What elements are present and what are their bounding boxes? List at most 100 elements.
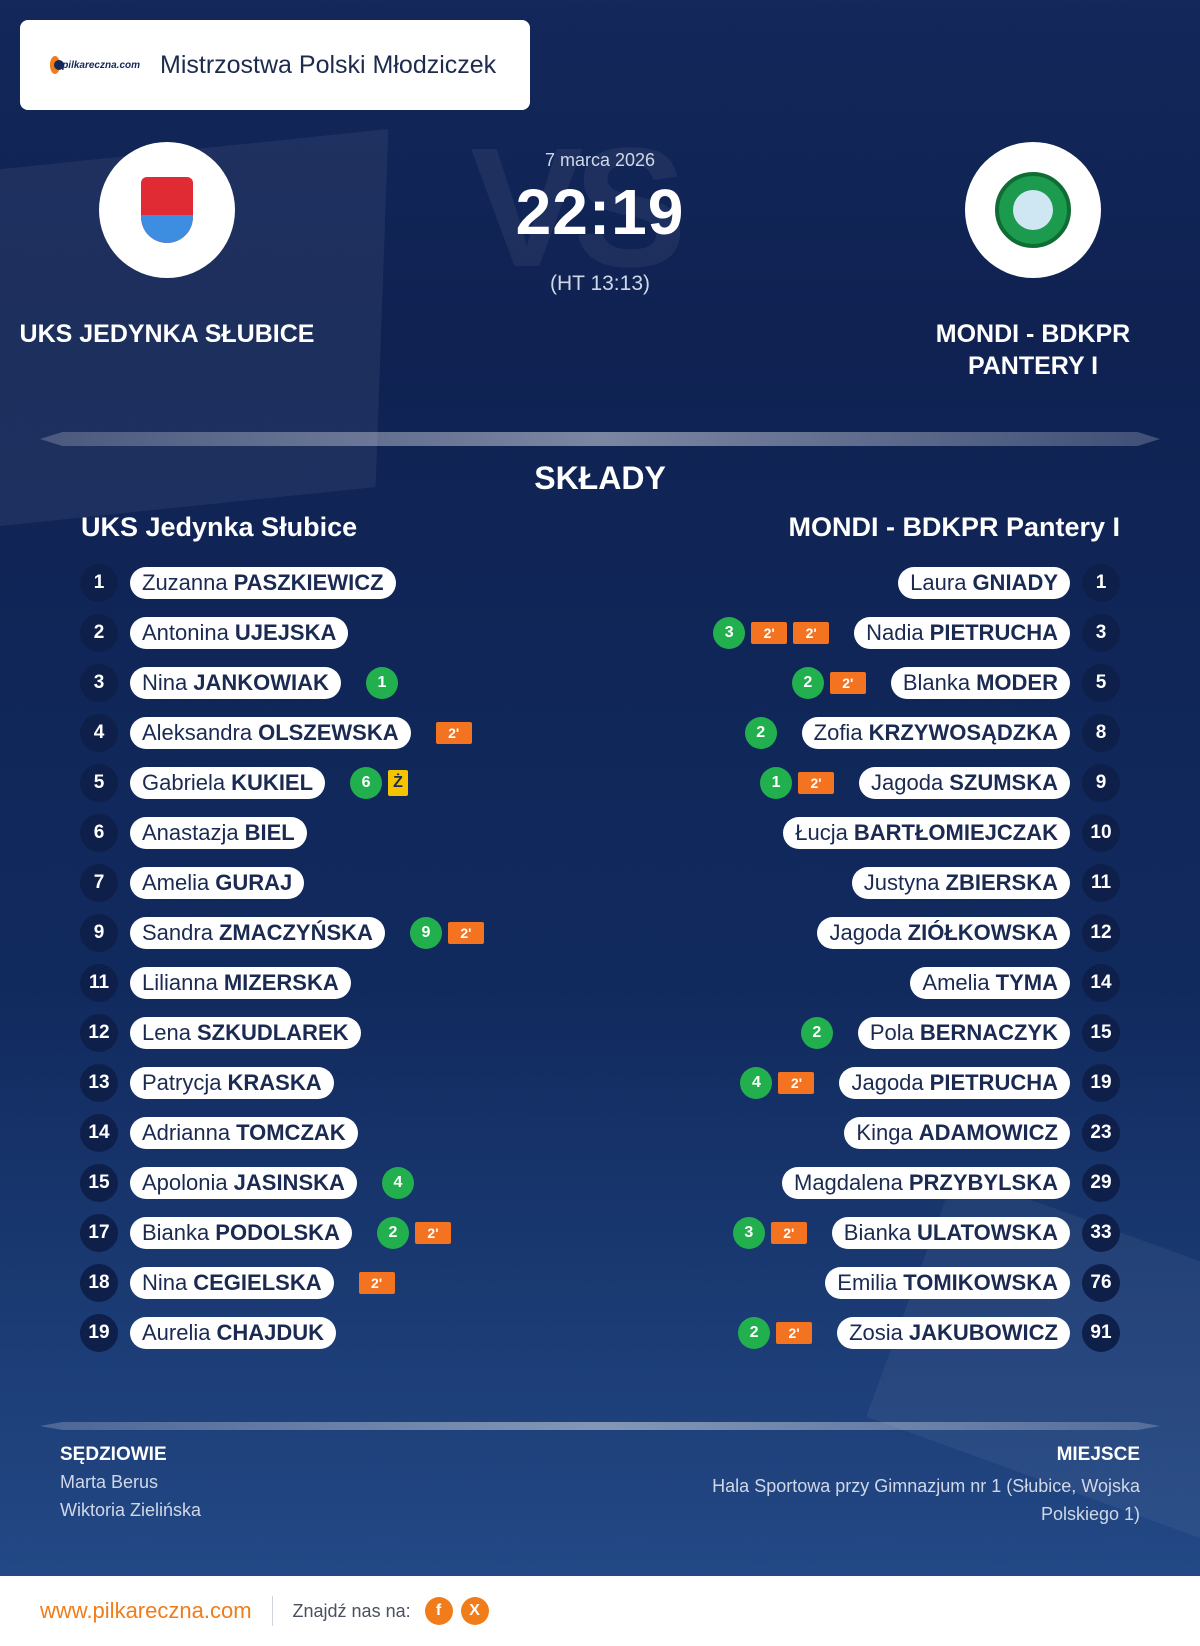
player-number: 33: [1082, 1214, 1120, 1252]
player-row: 2 2' Zosia JAKUBOWICZ 91: [710, 1308, 1120, 1358]
player-name[interactable]: Pola BERNACZYK: [857, 1017, 1070, 1049]
site-link[interactable]: www.pilkareczna.com: [40, 1598, 252, 1623]
player-last-name: KUKIEL: [231, 770, 314, 795]
player-name[interactable]: Zosia JAKUBOWICZ: [837, 1317, 1070, 1349]
goals-badge: 3: [732, 1217, 765, 1249]
player-last-name: CEGIELSKA: [193, 1270, 322, 1295]
player-row: 1 2' Jagoda SZUMSKA 9: [710, 758, 1120, 808]
player-last-name: JANKOWIAK: [193, 670, 329, 695]
player-row: Kinga ADAMOWICZ 23: [710, 1108, 1120, 1158]
goals-badge: 9: [409, 917, 442, 949]
goals-badge: 2: [744, 717, 777, 749]
player-first-name: Anastazja: [142, 820, 239, 845]
player-name[interactable]: Blanka MODER: [890, 667, 1070, 699]
player-name[interactable]: Jagoda ZIÓŁKOWSKA: [817, 917, 1070, 949]
player-stats: 3 2' 2': [710, 617, 832, 649]
venue-label: MIEJSCE: [1056, 1444, 1140, 1465]
player-stats: 1 2': [757, 767, 837, 799]
player-name[interactable]: Gabriela KUKIEL: [130, 767, 326, 799]
player-row: 5 Gabriela KUKIEL 6 Ż: [80, 758, 487, 808]
player-row: 3 2' Bianka ULATOWSKA 33: [710, 1208, 1120, 1258]
player-name[interactable]: Łucja BARTŁOMIEJCZAK: [783, 817, 1070, 849]
player-first-name: Nina: [142, 1270, 188, 1295]
player-name[interactable]: Nina CEGIELSKA: [130, 1267, 334, 1299]
player-name[interactable]: Lilianna MIZERSKA: [130, 967, 351, 999]
player-last-name: GNIADY: [972, 570, 1058, 595]
suspension-badge: 2': [358, 1272, 395, 1294]
match-date: 7 marca 2026: [544, 150, 656, 170]
player-name[interactable]: Bianka PODOLSKA: [130, 1217, 352, 1249]
player-name[interactable]: Zuzanna PASZKIEWICZ: [130, 567, 396, 599]
player-last-name: ZIÓŁKOWSKA: [907, 920, 1058, 945]
player-name[interactable]: Aurelia CHAJDUK: [130, 1317, 337, 1349]
player-name[interactable]: Justyna ZBIERSKA: [851, 867, 1070, 899]
player-name[interactable]: Aleksandra OLSZEWSKA: [130, 717, 411, 749]
player-name[interactable]: Nadia PIETRUCHA: [854, 617, 1070, 649]
player-last-name: JAKUBOWICZ: [908, 1320, 1058, 1345]
player-first-name: Lena: [142, 1020, 191, 1045]
facebook-icon[interactable]: f: [424, 1597, 453, 1625]
player-stats: 2 2': [374, 1217, 454, 1249]
referees-label: SĘDZIOWIE: [60, 1444, 167, 1465]
x-icon[interactable]: X: [460, 1597, 489, 1625]
player-name[interactable]: Adrianna TOMCZAK: [130, 1117, 358, 1149]
player-name[interactable]: Patrycja KRASKA: [130, 1067, 334, 1099]
player-row: 15 Apolonia JASINSKA 4: [80, 1158, 487, 1208]
divider: [40, 1422, 1160, 1430]
player-number: 12: [1082, 914, 1120, 952]
player-name[interactable]: Kinga ADAMOWICZ: [844, 1117, 1070, 1149]
player-last-name: KRZYWOSĄDZKA: [868, 720, 1058, 745]
player-name[interactable]: Amelia GURAJ: [130, 867, 305, 899]
player-row: 2 2' Blanka MODER 5: [710, 658, 1120, 708]
player-name[interactable]: Emilia TOMIKOWSKA: [825, 1267, 1070, 1299]
goals-badge: 2: [376, 1217, 409, 1249]
player-first-name: Nina: [142, 670, 188, 695]
player-last-name: PRZYBYLSKA: [908, 1170, 1058, 1195]
player-last-name: TYMA: [995, 970, 1058, 995]
player-row: Justyna ZBIERSKA 11: [710, 858, 1120, 908]
player-number: 5: [1082, 664, 1120, 702]
player-first-name: Amelia: [142, 870, 210, 895]
player-name[interactable]: Jagoda SZUMSKA: [859, 767, 1070, 799]
player-name[interactable]: Laura GNIADY: [898, 567, 1070, 599]
player-row: Łucja BARTŁOMIEJCZAK 10: [710, 808, 1120, 858]
home-team-name: UKS JEDYNKA SŁUBICE: [19, 320, 315, 348]
player-name[interactable]: Magdalena PRZYBYLSKA: [782, 1167, 1070, 1199]
player-name[interactable]: Jagoda PIETRUCHA: [839, 1067, 1070, 1099]
referee-name: Wiktoria Zielińska: [60, 1500, 202, 1520]
player-name[interactable]: Amelia TYMA: [910, 967, 1070, 999]
suspension-badge: 2': [778, 1072, 815, 1094]
player-name[interactable]: Zofia KRZYWOSĄDZKA: [801, 717, 1070, 749]
find-us-label: Znajdź nas na:: [292, 1600, 411, 1621]
player-last-name: BIEL: [244, 820, 295, 845]
player-first-name: Kinga: [856, 1120, 913, 1145]
player-number: 11: [80, 964, 118, 1002]
player-last-name: UJEJSKA: [234, 620, 337, 645]
player-number: 9: [1082, 764, 1120, 802]
player-first-name: Bianka: [142, 1220, 210, 1245]
suspension-badge: 2': [414, 1222, 451, 1244]
suspension-badge: 2': [776, 1322, 813, 1344]
suspension-badge: 2': [770, 1222, 807, 1244]
player-number: 4: [80, 714, 118, 752]
footer: www.pilkareczna.com Znajdź nas na: f X: [0, 1576, 1200, 1646]
player-row: 2 Pola BERNACZYK 15: [710, 1008, 1120, 1058]
vs-watermark: VS: [470, 113, 687, 303]
pilkareczna-logo[interactable]: pilkareczna.com: [50, 56, 140, 74]
player-name[interactable]: Sandra ZMACZYŃSKA: [130, 917, 385, 949]
goals-badge: 4: [381, 1167, 414, 1199]
goals-badge: 6: [350, 767, 383, 799]
player-row: 6 Anastazja BIEL: [80, 808, 487, 858]
player-name[interactable]: Lena SZKUDLAREK: [130, 1017, 361, 1049]
player-number: 2: [80, 614, 118, 652]
player-name[interactable]: Nina JANKOWIAK: [130, 667, 341, 699]
player-name[interactable]: Apolonia JASINSKA: [130, 1167, 357, 1199]
player-first-name: Lilianna: [142, 970, 218, 995]
player-first-name: Jagoda: [871, 770, 944, 795]
player-name[interactable]: Anastazja BIEL: [130, 817, 307, 849]
player-stats: 9 2': [407, 917, 487, 949]
player-name[interactable]: Bianka ULATOWSKA: [831, 1217, 1070, 1249]
player-stats: 2: [798, 1017, 836, 1049]
player-name[interactable]: Antonina UJEJSKA: [130, 617, 349, 649]
player-last-name: OLSZEWSKA: [258, 720, 399, 745]
